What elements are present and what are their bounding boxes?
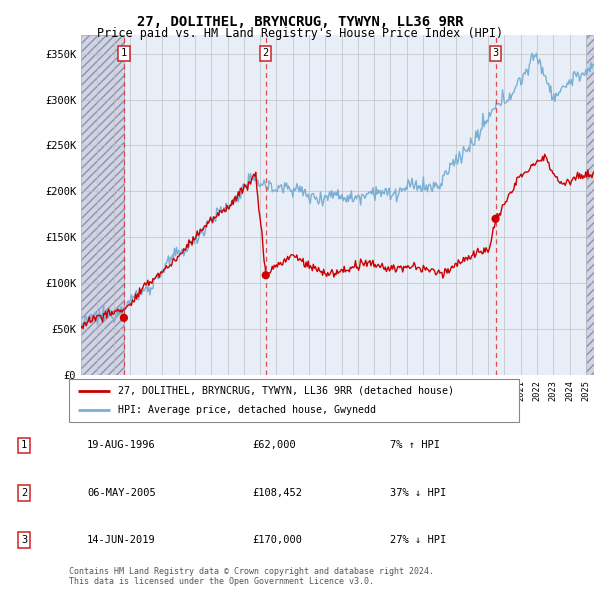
- Text: 27, DOLITHEL, BRYNCRUG, TYWYN, LL36 9RR: 27, DOLITHEL, BRYNCRUG, TYWYN, LL36 9RR: [137, 15, 463, 29]
- Text: HPI: Average price, detached house, Gwynedd: HPI: Average price, detached house, Gwyn…: [119, 405, 377, 415]
- Point: [261, 270, 271, 280]
- Text: This data is licensed under the Open Government Licence v3.0.: This data is licensed under the Open Gov…: [69, 577, 374, 586]
- Text: 27, DOLITHEL, BRYNCRUG, TYWYN, LL36 9RR (detached house): 27, DOLITHEL, BRYNCRUG, TYWYN, LL36 9RR …: [119, 386, 455, 396]
- Text: 14-JUN-2019: 14-JUN-2019: [87, 535, 156, 545]
- Text: 27% ↓ HPI: 27% ↓ HPI: [390, 535, 446, 545]
- FancyBboxPatch shape: [69, 379, 519, 422]
- Text: 06-MAY-2005: 06-MAY-2005: [87, 488, 156, 497]
- Text: 19-AUG-1996: 19-AUG-1996: [87, 441, 156, 450]
- Text: £62,000: £62,000: [252, 441, 296, 450]
- Text: 1: 1: [121, 48, 127, 58]
- Text: 2: 2: [21, 488, 27, 497]
- Text: Price paid vs. HM Land Registry's House Price Index (HPI): Price paid vs. HM Land Registry's House …: [97, 27, 503, 40]
- Text: £108,452: £108,452: [252, 488, 302, 497]
- Text: 1: 1: [21, 441, 27, 450]
- Point: [491, 214, 500, 224]
- Text: 7% ↑ HPI: 7% ↑ HPI: [390, 441, 440, 450]
- Text: 3: 3: [21, 535, 27, 545]
- Point: [119, 313, 129, 323]
- Text: Contains HM Land Registry data © Crown copyright and database right 2024.: Contains HM Land Registry data © Crown c…: [69, 567, 434, 576]
- Text: 2: 2: [263, 48, 269, 58]
- Text: 37% ↓ HPI: 37% ↓ HPI: [390, 488, 446, 497]
- Text: £170,000: £170,000: [252, 535, 302, 545]
- Text: 3: 3: [493, 48, 499, 58]
